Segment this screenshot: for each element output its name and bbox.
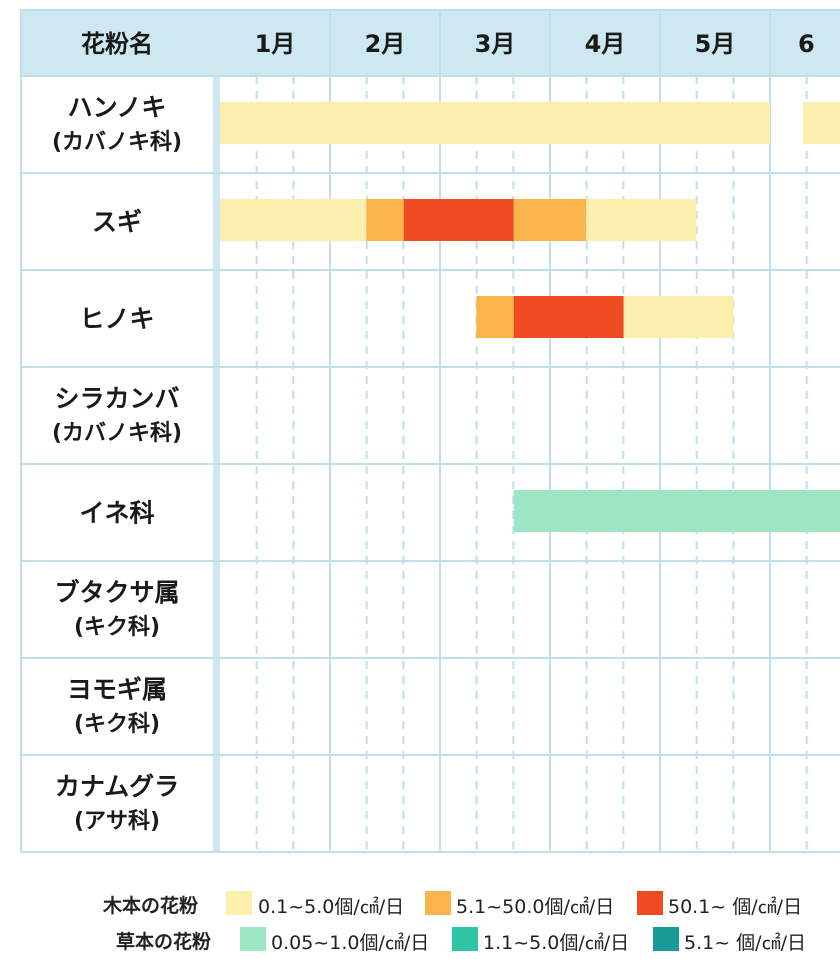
legend-label-wood-mid: 5.1~50.0個/㎠/日	[456, 896, 615, 918]
legend-label-wood-low: 0.1~5.0個/㎠/日	[258, 896, 405, 918]
row-sublabel: (キク科)	[74, 615, 160, 640]
month-label: 6	[798, 30, 815, 58]
bar-segment-wood-mid	[366, 199, 404, 241]
row-label: ハンノキ	[68, 93, 167, 122]
bar-segment-wood-low	[586, 199, 697, 241]
legend-wood: 木本の花粉 0.1~5.0個/㎠/日 5.1~50.0個/㎠/日 50.1~ 個…	[0, 888, 840, 920]
legend-swatch-wood-high	[637, 891, 663, 915]
row-sublabel: (カバノキ科)	[52, 130, 182, 155]
row-label: イネ科	[79, 499, 154, 528]
legend-swatch-grass-mid	[452, 927, 478, 951]
bar-segment-wood-low	[623, 296, 734, 338]
grid-lines	[20, 9, 840, 853]
bar-segment-wood-mid	[476, 296, 514, 338]
bar-segment-wood-low	[220, 102, 770, 144]
bar-segment-wood-mid	[513, 199, 587, 241]
row-label: ヨモギ属	[67, 675, 167, 704]
month-label: 1月	[255, 30, 296, 58]
corner-label: 花粉名	[81, 30, 153, 58]
legend-swatch-grass-low	[240, 927, 266, 951]
legend-label-wood-high: 50.1~ 個/㎠/日	[668, 896, 803, 918]
bar-segment-wood-low	[803, 102, 840, 144]
row-label: シラカンバ	[54, 384, 179, 413]
row-label: スギ	[92, 208, 142, 237]
bars	[220, 102, 840, 532]
legend-label-grass-high: 5.1~ 個/㎠/日	[684, 932, 806, 954]
row-label: カナムグラ	[55, 772, 179, 801]
legend-wood-title: 木本の花粉	[103, 895, 199, 917]
bar-segment-wood-high	[513, 296, 624, 338]
row-label: ヒノキ	[79, 305, 154, 334]
row-sublabel: (カバノキ科)	[52, 421, 182, 446]
legend-label-grass-mid: 1.1~5.0個/㎠/日	[483, 932, 630, 954]
bar-segment-wood-low	[220, 199, 367, 241]
month-label: 4月	[585, 30, 626, 58]
bar-segment-wood-high	[403, 199, 514, 241]
header-background	[20, 10, 840, 76]
month-label: 3月	[475, 30, 516, 58]
row-label: ブタクサ属	[54, 578, 179, 607]
month-label: 5月	[695, 30, 736, 58]
legend-grass: 草本の花粉 0.05~1.0個/㎠/日 1.1~5.0個/㎠/日 5.1~ 個/…	[0, 924, 840, 956]
row-sublabel: (アサ科)	[74, 809, 160, 834]
legend-swatch-wood-low	[226, 891, 252, 915]
legend-label-grass-low: 0.05~1.0個/㎠/日	[271, 932, 430, 954]
legend-grass-title: 草本の花粉	[116, 931, 212, 953]
month-label: 2月	[365, 30, 406, 58]
legend-swatch-grass-high	[653, 927, 679, 951]
row-sublabel: (キク科)	[74, 712, 160, 737]
column-separator	[213, 10, 220, 852]
month-labels: 1月 2月 3月 4月 5月 6	[255, 30, 815, 58]
legend-swatch-wood-mid	[425, 891, 451, 915]
bar-segment-grass-low	[513, 490, 840, 532]
